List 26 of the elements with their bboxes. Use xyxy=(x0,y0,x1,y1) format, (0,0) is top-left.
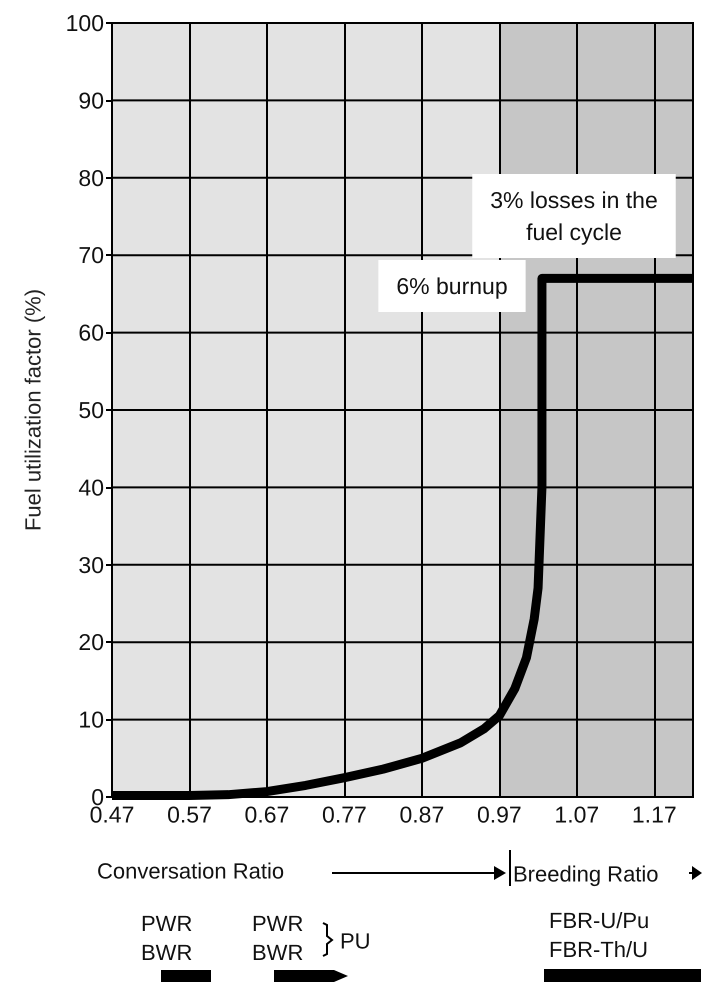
text: Breeding Ratio xyxy=(513,862,659,886)
x-tick-label: 0.57 xyxy=(167,802,212,828)
text: PWR BWR xyxy=(141,911,192,965)
y-tick-label: 60 xyxy=(78,320,104,346)
x-axis-title: Conversation Ratio xyxy=(97,858,284,884)
y-axis-title: Fuel utilization factor (%) xyxy=(20,288,46,532)
x-tick-label: 0.87 xyxy=(399,802,444,828)
y-tick-label: 10 xyxy=(78,706,104,733)
x-tick-label: 1.17 xyxy=(632,802,677,828)
y-tick-label: 40 xyxy=(78,474,104,500)
y-tick-label: 70 xyxy=(78,242,104,268)
x-tick-label: 0.97 xyxy=(476,802,522,828)
y-tick-label: 90 xyxy=(78,87,104,114)
y-tick-label: 80 xyxy=(78,164,104,191)
text: PU xyxy=(340,928,371,954)
x-tick-label: 0.77 xyxy=(322,802,367,828)
annotation: 6% burnup xyxy=(396,273,508,299)
y-tick-label: 100 xyxy=(66,10,104,36)
y-tick-label: 50 xyxy=(78,397,104,423)
x-tick-label: 1.07 xyxy=(554,802,600,828)
text: PWR BWR xyxy=(252,911,304,965)
y-tick-label: 30 xyxy=(78,552,104,578)
y-tick-label: 20 xyxy=(78,629,104,656)
annotation: 3% losses in the fuel cycle xyxy=(490,187,658,245)
text: FBR-U/Pu FBR-Th/U xyxy=(549,908,650,962)
x-tick-label: 0.67 xyxy=(244,802,290,828)
